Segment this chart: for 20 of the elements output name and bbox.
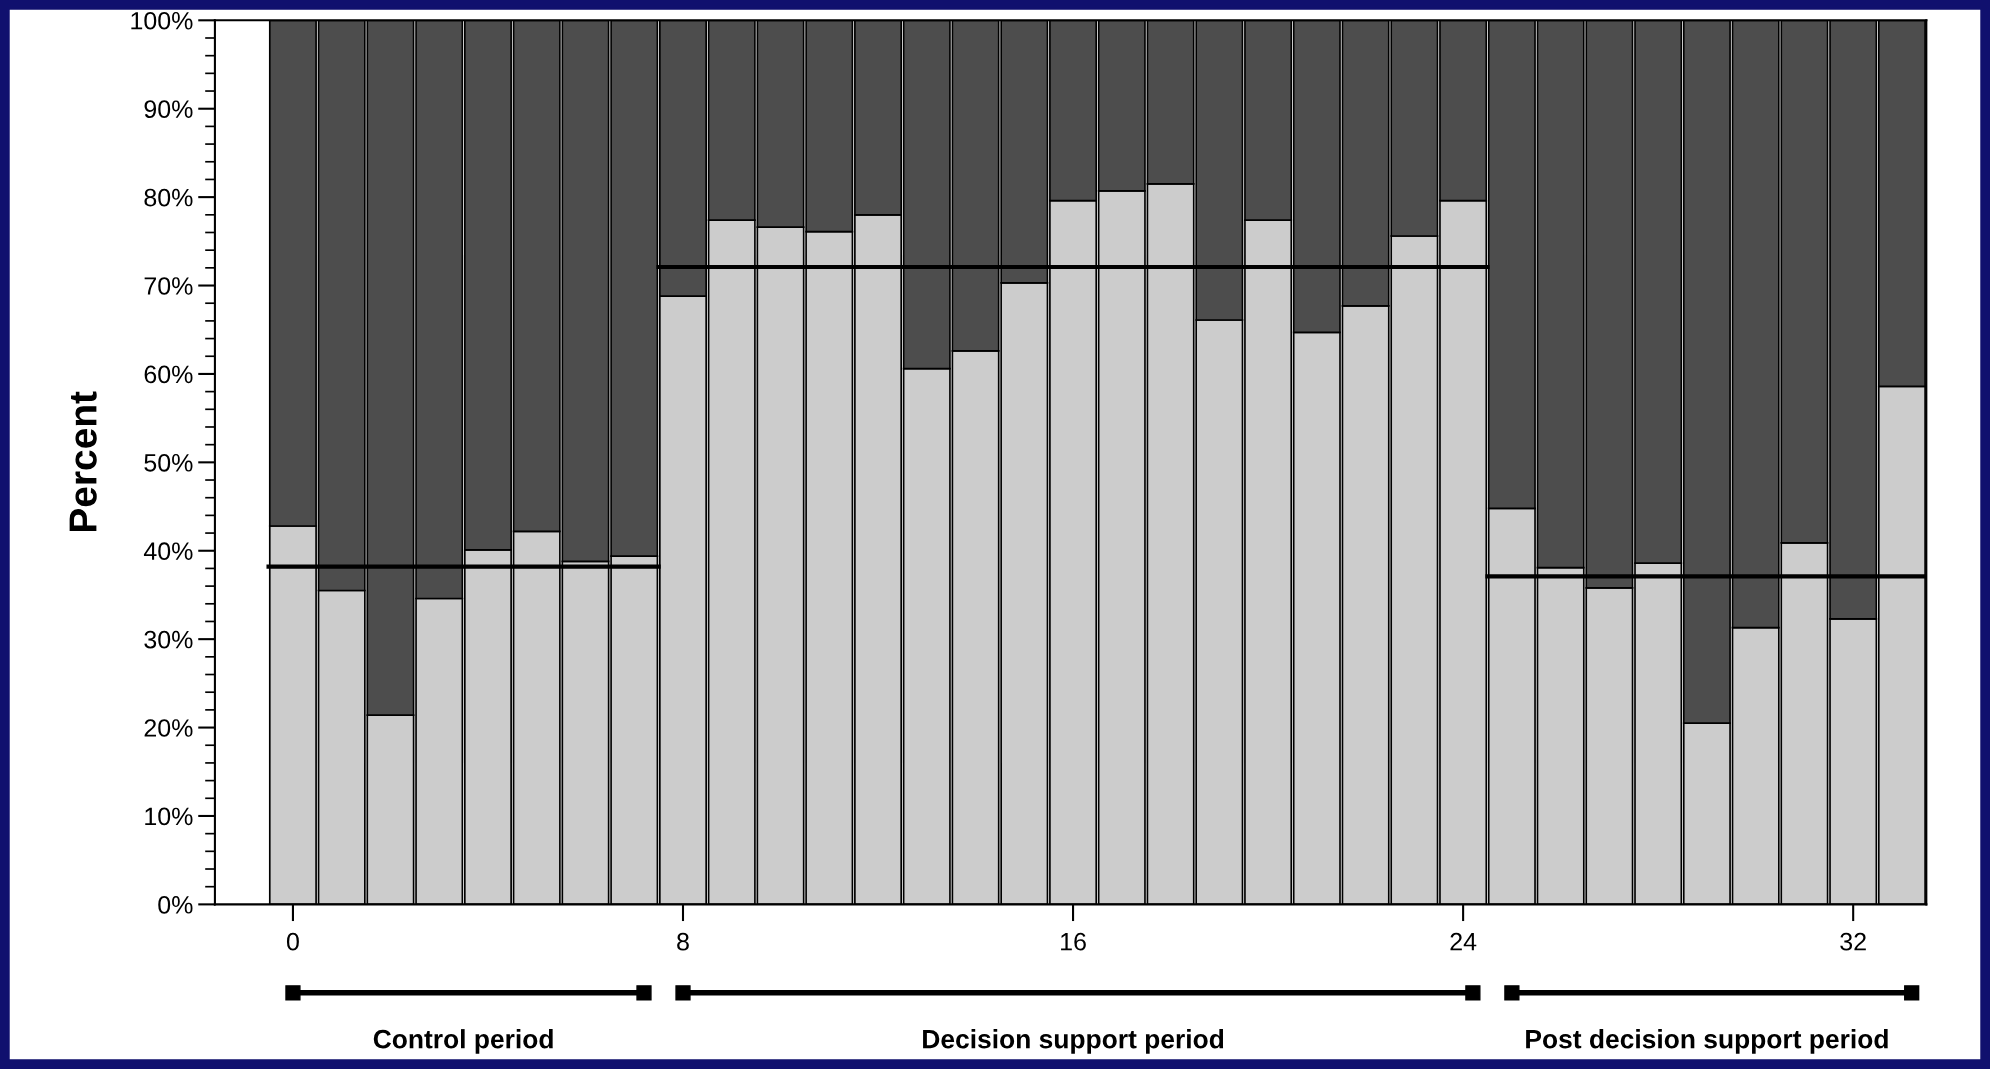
y-tick-label: 60% <box>144 365 193 384</box>
y-tick-label: 100% <box>131 11 193 30</box>
y-tick-label: 10% <box>145 807 193 826</box>
x-tick-label: 24 <box>1450 932 1477 951</box>
y-tick-label: 50% <box>144 453 193 472</box>
text: Decision support period <box>923 1029 1224 1054</box>
y-tick-label: 0% <box>158 895 193 914</box>
x-tick-label: 32 <box>1840 932 1866 951</box>
y-tick-label: 30% <box>144 630 193 649</box>
y-tick-label: 80% <box>144 188 193 207</box>
text: Post decision support period <box>1526 1029 1888 1054</box>
y-tick-label: 70% <box>144 277 193 295</box>
x-tick-label: 8 <box>677 932 689 951</box>
x-tick-label: 16 <box>1061 932 1086 951</box>
y-axis-title: Percent <box>69 391 97 532</box>
x-tick-label: 0 <box>286 932 299 951</box>
y-tick-label: 40% <box>143 542 193 561</box>
y-tick-label: 20% <box>144 719 193 737</box>
text: Control period <box>373 1029 553 1054</box>
y-tick-label: 90% <box>144 100 193 119</box>
